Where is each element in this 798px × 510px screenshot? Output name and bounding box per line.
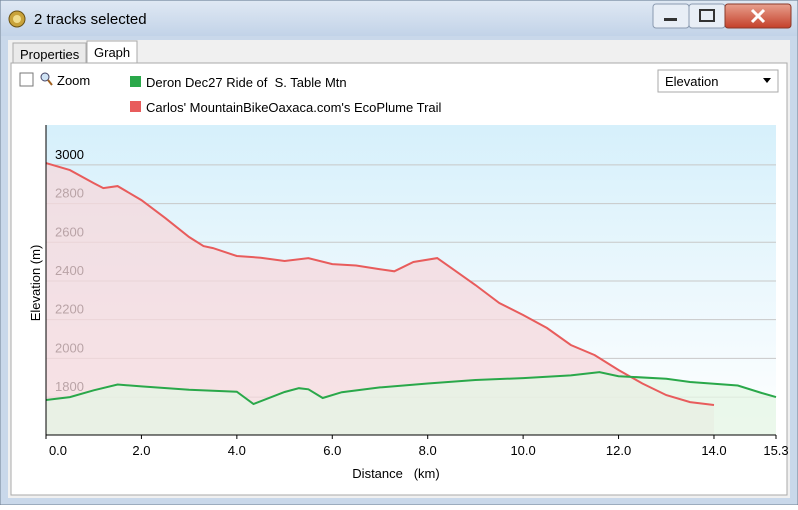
- minimize-button[interactable]: [652, 3, 690, 29]
- line: [45, 371, 777, 406]
- legend-swatch: [130, 101, 141, 112]
- x-tick-label: 8.0: [419, 443, 437, 458]
- dropdown[interactable]: [657, 69, 779, 93]
- x-tick-label: 10.0: [510, 443, 535, 458]
- zoom-checkbox[interactable]: [19, 72, 34, 87]
- tab-label: Graph: [94, 45, 130, 60]
- minimize-icon: [664, 18, 677, 21]
- x-tick-label: 14.0: [701, 443, 726, 458]
- x-tick-label: 15.3: [763, 443, 788, 458]
- area: [46, 372, 776, 435]
- tab-label: Properties: [20, 47, 80, 62]
- chart: 18002000220024002600280030000.02.04.06.0…: [45, 147, 789, 458]
- x-tick-label: 6.0: [323, 443, 341, 458]
- legend-swatch: [130, 76, 141, 87]
- y-tick-label: 3000: [55, 147, 84, 162]
- line: [45, 162, 715, 406]
- maximize-icon: [699, 9, 715, 22]
- window-title: 2 tracks selected: [34, 11, 147, 28]
- legend-label: Carlos' MountainBikeOaxaca.com's EcoPlum…: [146, 100, 442, 115]
- zoom-label: Zoom: [57, 73, 90, 88]
- area: [46, 163, 714, 435]
- zoom-icon: [40, 72, 50, 82]
- x-tick-label: 0.0: [49, 443, 67, 458]
- maximize-button[interactable]: [688, 3, 726, 29]
- app-icon-inner: [13, 15, 21, 23]
- x-axis-title: Distance (km): [352, 466, 439, 481]
- zoom-icon-handle: [47, 79, 53, 86]
- close-icon: [750, 8, 766, 24]
- x-tick-label: 2.0: [132, 443, 150, 458]
- dropdown-value: Elevation: [665, 74, 718, 89]
- y-axis-title: Elevation (m): [28, 245, 43, 322]
- dropdown-arrow: [763, 78, 771, 83]
- x-tick-label: 12.0: [606, 443, 631, 458]
- legend-label: Deron Dec27 Ride of S. Table Mtn: [146, 75, 347, 90]
- x-tick-label: 4.0: [228, 443, 246, 458]
